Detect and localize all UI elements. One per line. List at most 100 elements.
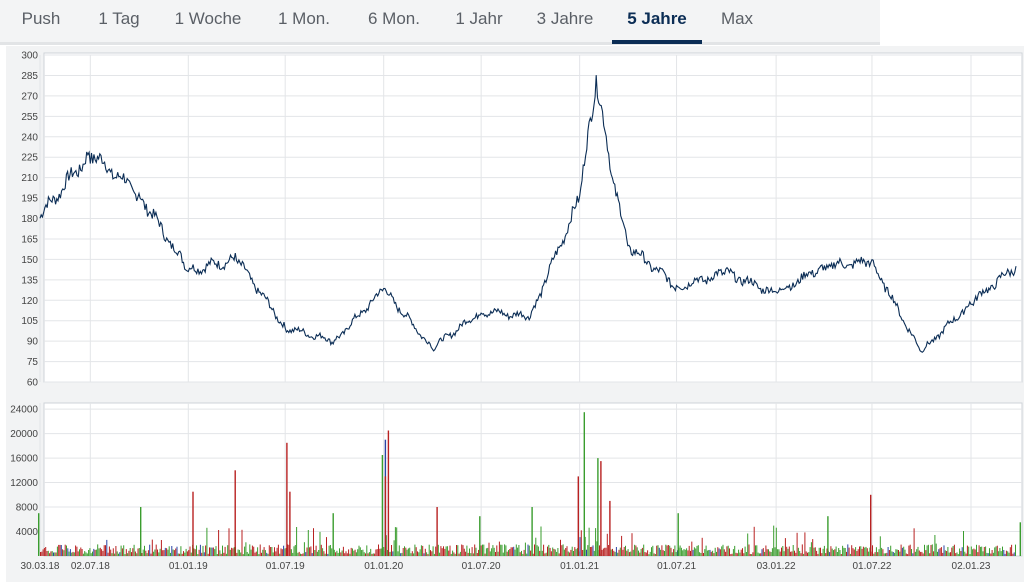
volume-spike bbox=[234, 470, 236, 556]
volume-bar bbox=[457, 545, 459, 556]
volume-bar bbox=[497, 551, 499, 556]
volume-bar bbox=[671, 552, 673, 556]
tab-6-mon[interactable]: 6 Mon. bbox=[368, 9, 420, 28]
volume-bar bbox=[619, 547, 621, 556]
volume-bar bbox=[548, 544, 550, 556]
volume-bar bbox=[757, 552, 759, 556]
volume-bar bbox=[441, 548, 443, 556]
volume-bar bbox=[475, 547, 477, 556]
volume-bar bbox=[215, 546, 217, 556]
volume-bar bbox=[172, 549, 174, 556]
tab-3-jahre[interactable]: 3 Jahre bbox=[536, 9, 594, 28]
volume-bar bbox=[605, 547, 607, 556]
tab-5-jahre[interactable]: 5 Jahre bbox=[612, 0, 702, 44]
volume-bar bbox=[523, 549, 525, 556]
volume-bar bbox=[820, 547, 821, 556]
volume-bar bbox=[248, 553, 249, 556]
volume-bar bbox=[47, 550, 49, 556]
volume-bar bbox=[283, 545, 285, 556]
tab-1-woche[interactable]: 1 Woche bbox=[174, 9, 242, 28]
volume-bar bbox=[501, 544, 503, 556]
volume-bar bbox=[726, 546, 728, 556]
volume-bar bbox=[274, 547, 275, 556]
volume-bar bbox=[324, 553, 326, 556]
volume-bar bbox=[271, 547, 273, 556]
x-tick-label: 01.07.19 bbox=[266, 561, 305, 572]
volume-bar bbox=[393, 540, 395, 556]
volume-bar bbox=[892, 552, 894, 556]
volume-bar bbox=[942, 552, 944, 556]
volume-bar bbox=[43, 548, 45, 556]
volume-bar bbox=[428, 544, 430, 556]
price-tick-label: 210 bbox=[21, 173, 38, 184]
volume-bar bbox=[106, 539, 108, 556]
volume-bar bbox=[690, 550, 691, 556]
volume-bar bbox=[849, 553, 851, 556]
volume-bar bbox=[797, 547, 799, 556]
volume-bar bbox=[495, 552, 496, 556]
volume-spike bbox=[577, 476, 579, 556]
volume-bar bbox=[363, 552, 365, 556]
volume-tick-label: 12000 bbox=[10, 478, 38, 489]
tab-1-mon[interactable]: 1 Mon. bbox=[278, 9, 330, 28]
volume-bar bbox=[986, 552, 988, 556]
volume-bar bbox=[210, 547, 212, 556]
volume-bar bbox=[313, 528, 314, 556]
volume-spike bbox=[286, 442, 288, 556]
volume-bar bbox=[179, 553, 181, 556]
volume-bar bbox=[701, 537, 703, 556]
volume-bar bbox=[92, 551, 93, 556]
volume-bar bbox=[761, 549, 763, 556]
volume-bar bbox=[318, 550, 320, 556]
volume-bar bbox=[352, 548, 353, 556]
volume-bar bbox=[865, 546, 867, 556]
tab-1-tag[interactable]: 1 Tag bbox=[98, 9, 140, 28]
tab-1-jahr[interactable]: 1 Jahr bbox=[455, 9, 503, 28]
volume-bar bbox=[643, 544, 645, 556]
volume-bar bbox=[621, 535, 623, 556]
volume-bar bbox=[322, 548, 324, 556]
volume-bar bbox=[703, 553, 704, 556]
volume-bar bbox=[569, 552, 571, 556]
volume-bar bbox=[992, 552, 994, 556]
volume-bar bbox=[719, 549, 721, 556]
volume-bar bbox=[231, 547, 233, 556]
price-tick-label: 60 bbox=[27, 378, 39, 389]
volume-bar bbox=[405, 547, 407, 556]
volume-bar bbox=[881, 547, 883, 556]
volume-bar bbox=[147, 550, 149, 556]
volume-bar bbox=[132, 548, 134, 556]
volume-bar bbox=[422, 545, 424, 556]
volume-bar bbox=[589, 547, 591, 556]
volume-bar bbox=[111, 553, 113, 556]
volume-bar bbox=[201, 552, 203, 556]
volume-bar bbox=[64, 544, 66, 556]
volume-bar bbox=[54, 552, 56, 556]
volume-bar bbox=[760, 553, 762, 556]
volume-bar bbox=[275, 551, 277, 556]
volume-bar bbox=[979, 546, 981, 556]
volume-bar bbox=[748, 544, 750, 556]
volume-bar bbox=[812, 539, 814, 556]
volume-bar bbox=[222, 545, 223, 556]
volume-bar bbox=[197, 554, 199, 556]
volume-bar bbox=[229, 549, 231, 556]
volume-bar bbox=[141, 553, 143, 556]
price-tick-label: 90 bbox=[27, 337, 39, 348]
tab-max[interactable]: Max bbox=[720, 9, 754, 28]
volume-bar bbox=[491, 548, 493, 556]
volume-bar bbox=[727, 545, 729, 556]
volume-bar bbox=[214, 549, 216, 556]
volume-bar bbox=[846, 551, 847, 556]
tab-push[interactable]: Push bbox=[21, 9, 61, 28]
volume-bar bbox=[792, 545, 794, 556]
volume-bar bbox=[316, 551, 318, 556]
volume-bar bbox=[712, 550, 714, 556]
volume-tick-label: 16000 bbox=[10, 454, 38, 465]
volume-bar bbox=[808, 552, 810, 556]
volume-bar bbox=[262, 549, 264, 556]
volume-bar bbox=[595, 528, 597, 556]
volume-bar bbox=[354, 549, 356, 556]
volume-bar bbox=[361, 550, 363, 556]
volume-bar bbox=[518, 545, 520, 556]
